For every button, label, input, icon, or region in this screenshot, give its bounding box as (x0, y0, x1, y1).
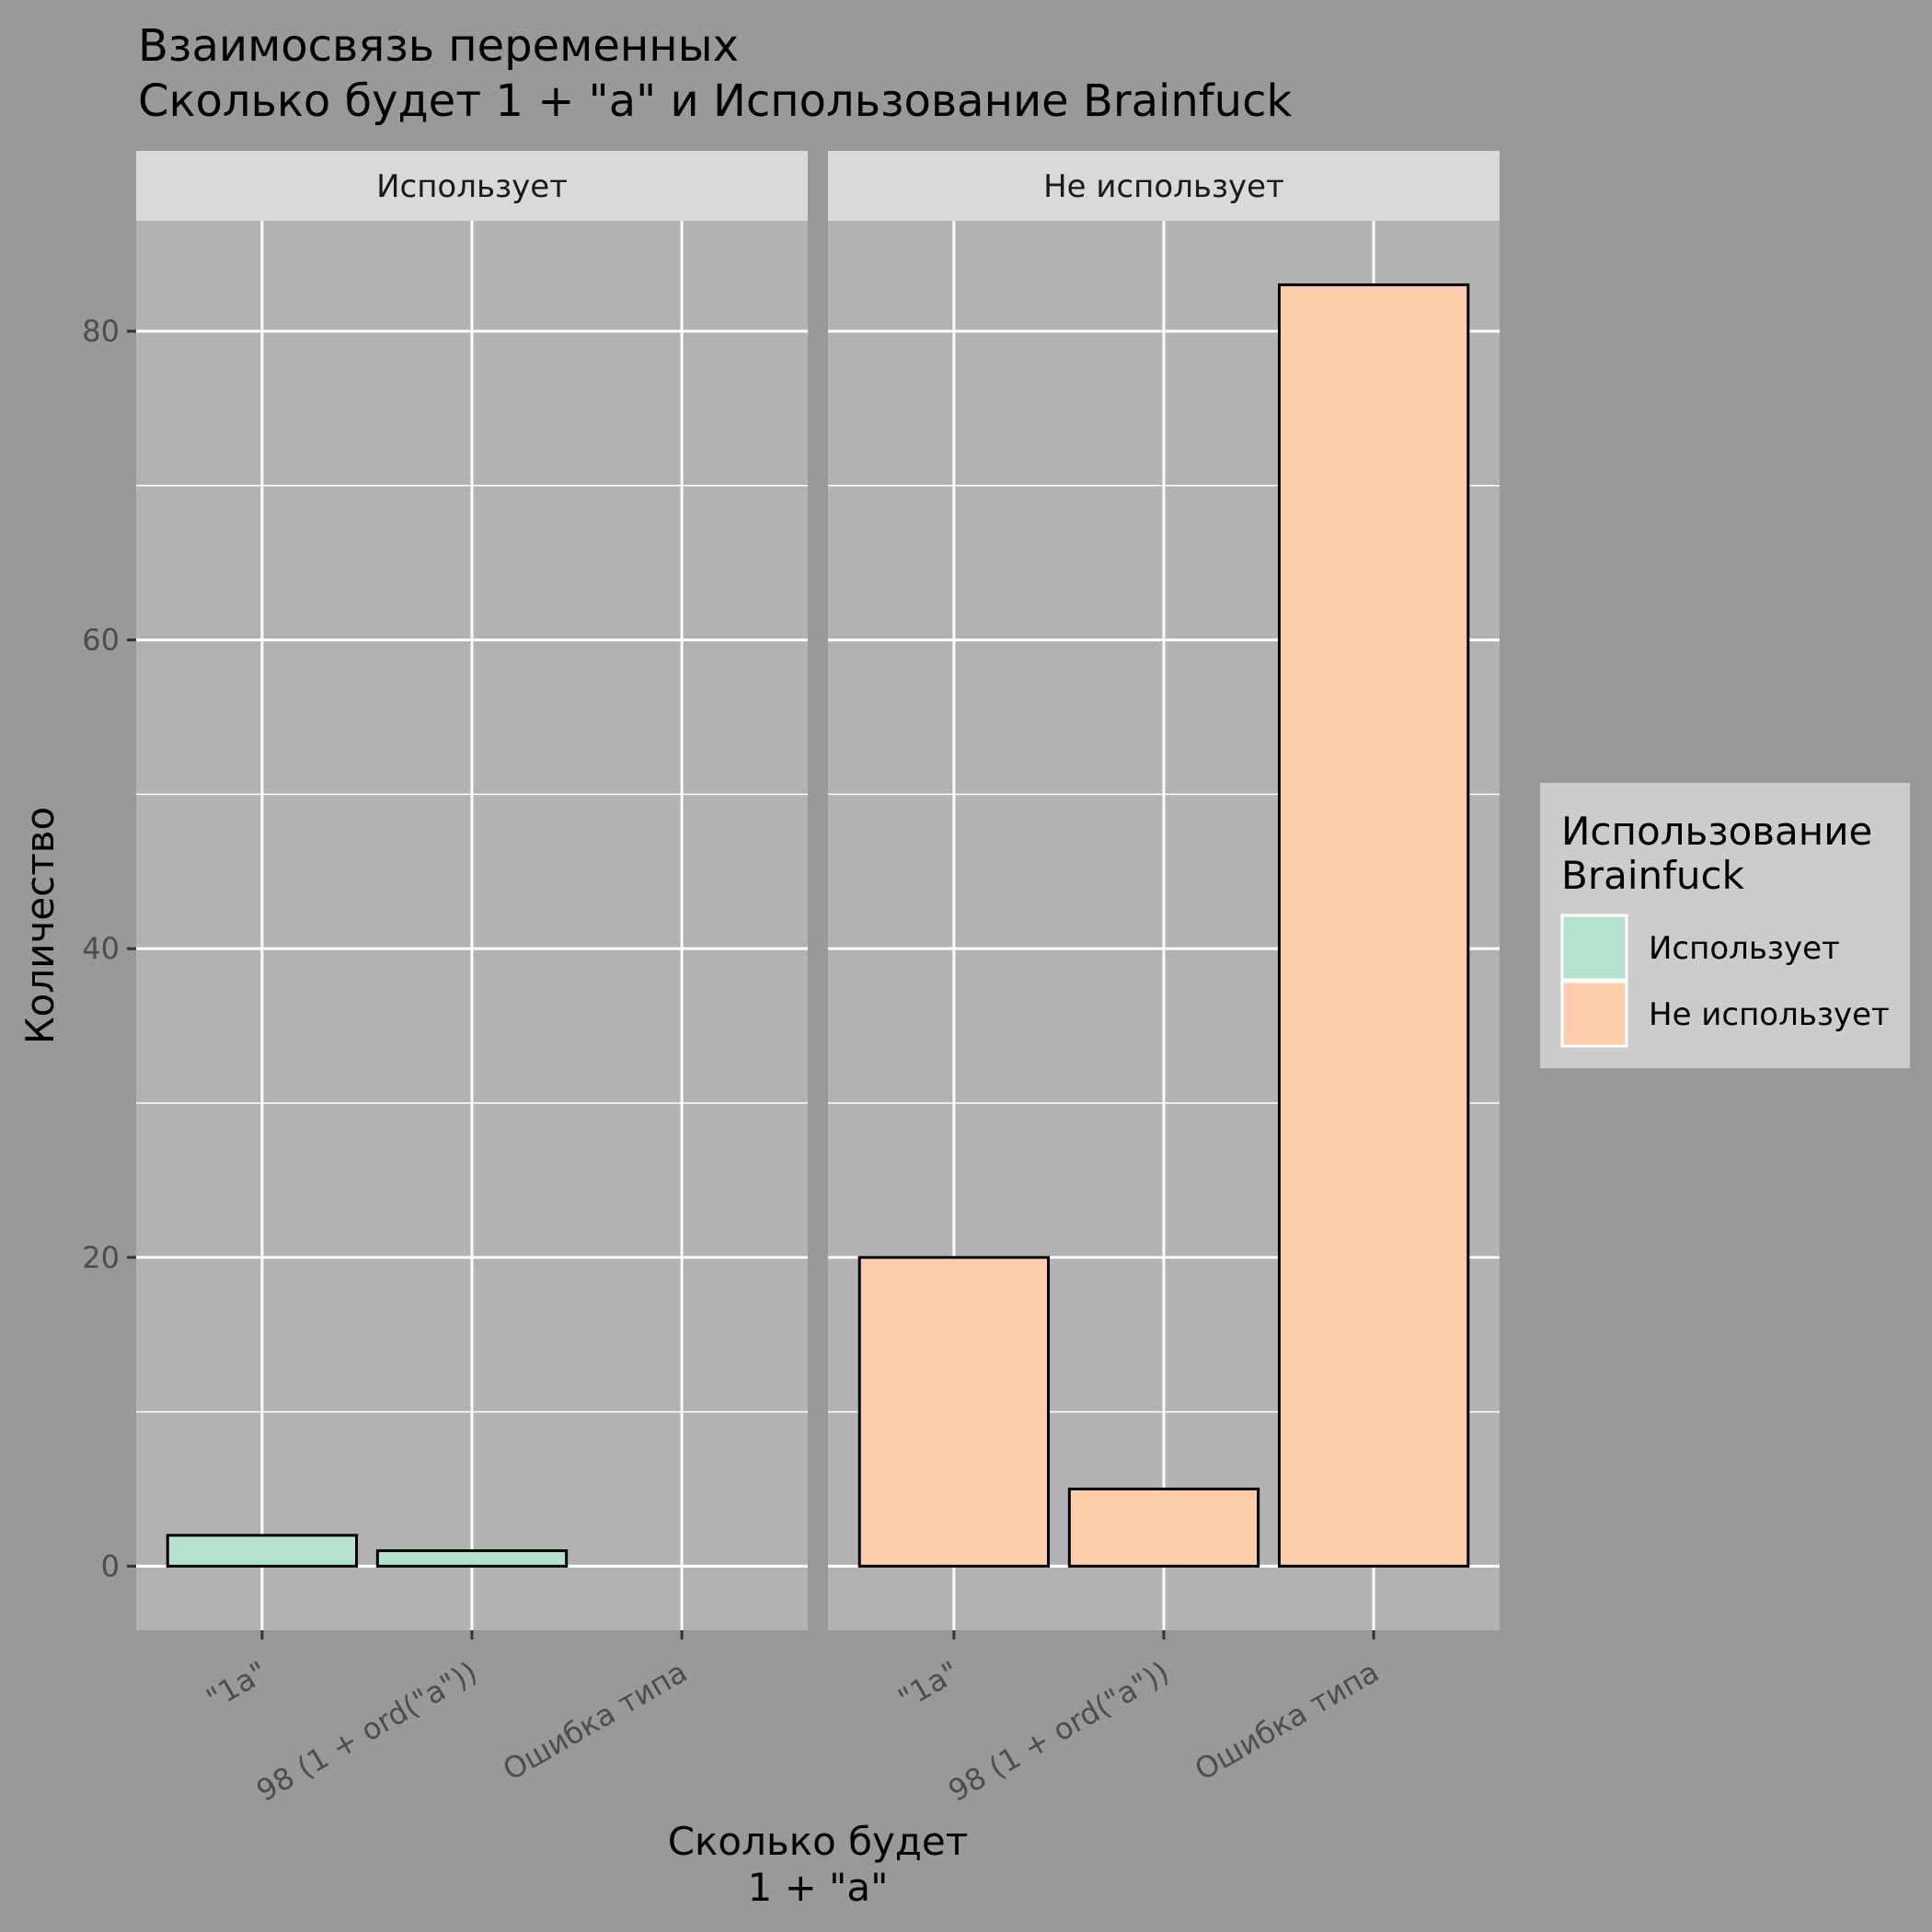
chart-title-line-2: Сколько будет 1 + "a" и Использование Br… (138, 75, 1292, 127)
facet-strip-label-1: Использует (376, 168, 568, 205)
x-tick-label: "1a" (892, 1654, 965, 1717)
bar-2-3 (1277, 283, 1470, 1568)
legend-title-line-2: Brainfuck (1561, 853, 1745, 898)
y-tick-label: 40 (82, 931, 120, 966)
chart-title-line-1: Взаимосвязь переменных (138, 20, 739, 72)
legend-key-2 (1560, 980, 1628, 1048)
x-tick-label: 98 (1 + ord("a")) (942, 1654, 1175, 1809)
legend-label-2: Не использует (1649, 996, 1890, 1033)
bar-2-2 (1067, 1487, 1260, 1568)
y-tick-label: 20 (82, 1240, 120, 1275)
x-axis-title-line-2: 1 + "a" (748, 1865, 889, 1910)
x-tick-label: 98 (1 + ord("a")) (250, 1654, 483, 1809)
facet-strip-label-2: Не использует (1043, 168, 1284, 205)
legend-label-1: Использует (1649, 930, 1840, 967)
facet-strip-1 (136, 151, 808, 221)
y-tick-label: 60 (82, 623, 120, 658)
legend-title-line-1: Использование (1561, 809, 1872, 854)
bar-1-2 (375, 1549, 569, 1568)
x-tick-label: Ошибка типа (497, 1654, 693, 1788)
y-tick-label: 80 (82, 314, 120, 349)
bar-2-1 (857, 1256, 1051, 1568)
facet-strip-2 (828, 151, 1500, 221)
bar-1-1 (166, 1534, 359, 1568)
x-tick-label: "1a" (201, 1654, 273, 1717)
y-tick-label: 0 (101, 1548, 120, 1583)
y-axis-title: Количество (17, 807, 63, 1044)
x-axis-title-line-1: Сколько будет (668, 1819, 969, 1864)
x-tick-label: Ошибка типа (1189, 1654, 1385, 1788)
legend-key-1 (1560, 914, 1628, 982)
